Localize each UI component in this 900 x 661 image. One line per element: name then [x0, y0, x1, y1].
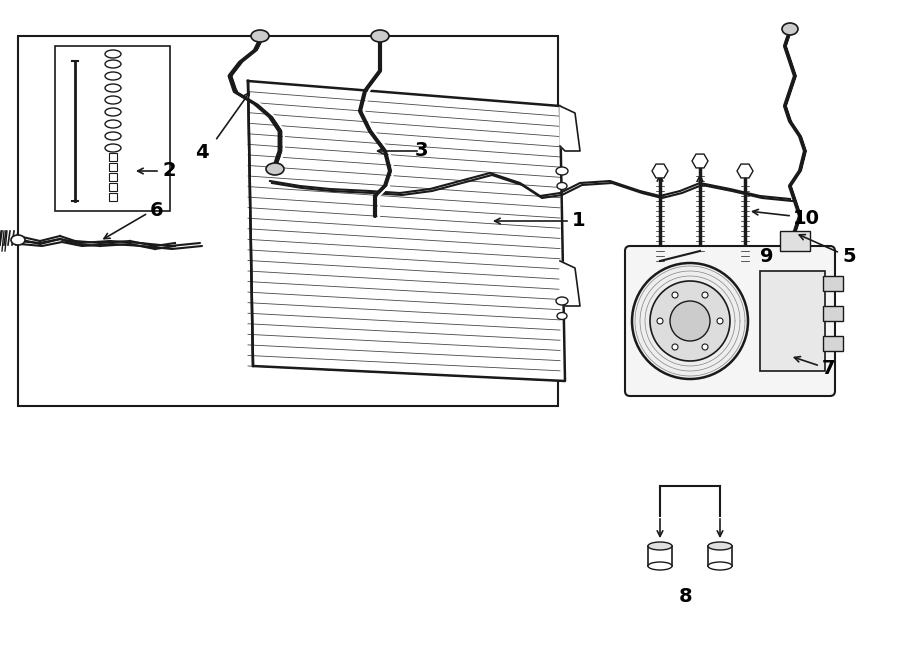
Bar — [760, 271, 825, 371]
Ellipse shape — [105, 96, 121, 104]
Ellipse shape — [648, 562, 672, 570]
Circle shape — [702, 292, 708, 298]
Ellipse shape — [105, 72, 121, 80]
Polygon shape — [560, 106, 580, 151]
Bar — [18, 36, 558, 406]
Circle shape — [650, 281, 730, 361]
Bar — [55, 46, 170, 211]
Bar — [823, 276, 843, 291]
Circle shape — [672, 292, 678, 298]
Polygon shape — [692, 154, 708, 168]
Bar — [109, 173, 117, 181]
Bar — [648, 546, 672, 566]
Circle shape — [670, 301, 710, 341]
Ellipse shape — [266, 163, 284, 175]
Ellipse shape — [556, 297, 568, 305]
Bar — [109, 183, 117, 191]
Ellipse shape — [782, 235, 798, 247]
Bar — [109, 193, 117, 201]
Circle shape — [702, 344, 708, 350]
FancyBboxPatch shape — [625, 246, 835, 396]
Bar — [708, 546, 732, 566]
Text: 3: 3 — [415, 141, 428, 161]
Bar — [823, 336, 843, 351]
Bar — [109, 153, 117, 161]
Ellipse shape — [11, 235, 25, 245]
Text: 1: 1 — [572, 212, 586, 231]
Ellipse shape — [648, 542, 672, 550]
Circle shape — [717, 318, 723, 324]
Bar — [823, 306, 843, 321]
Text: 10: 10 — [793, 208, 820, 227]
Text: 6: 6 — [150, 202, 164, 221]
Text: 5: 5 — [842, 247, 856, 266]
Polygon shape — [652, 164, 668, 178]
Ellipse shape — [708, 542, 732, 550]
Text: 2: 2 — [163, 161, 176, 180]
Ellipse shape — [556, 167, 568, 175]
Polygon shape — [737, 164, 753, 178]
Circle shape — [672, 344, 678, 350]
Polygon shape — [560, 261, 580, 306]
Ellipse shape — [105, 120, 121, 128]
Ellipse shape — [105, 144, 121, 152]
Text: 9: 9 — [760, 247, 773, 266]
Text: 8: 8 — [680, 586, 693, 605]
Bar — [780, 231, 810, 251]
Ellipse shape — [251, 30, 269, 42]
Ellipse shape — [105, 60, 121, 68]
Circle shape — [657, 318, 663, 324]
Ellipse shape — [105, 84, 121, 92]
Ellipse shape — [105, 108, 121, 116]
Polygon shape — [248, 81, 565, 381]
Circle shape — [632, 263, 748, 379]
Ellipse shape — [371, 30, 389, 42]
Text: 4: 4 — [195, 143, 209, 163]
Ellipse shape — [557, 182, 567, 190]
Ellipse shape — [105, 50, 121, 58]
Bar — [109, 163, 117, 171]
Ellipse shape — [105, 132, 121, 140]
Text: 7: 7 — [822, 360, 835, 379]
Ellipse shape — [708, 562, 732, 570]
Ellipse shape — [557, 313, 567, 319]
Ellipse shape — [782, 23, 798, 35]
